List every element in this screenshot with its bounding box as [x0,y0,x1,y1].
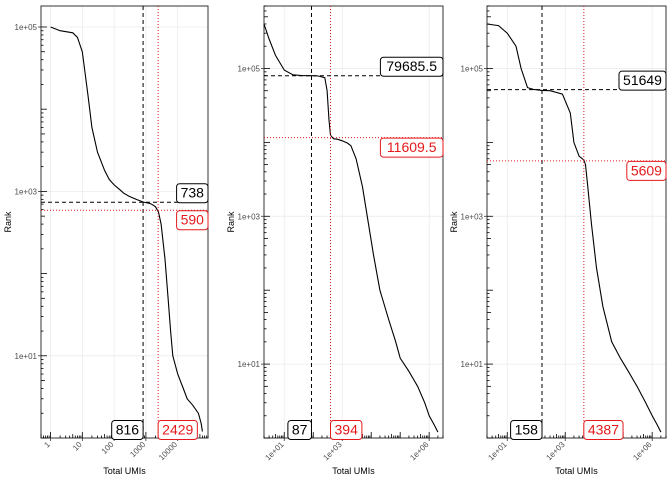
panel-3: 1e+01 1e+03 1e+06 1e+01 1e+03 1e+05 Total UMIs… [449,5,667,476]
panel-border [486,5,667,439]
y-threshold-black-label: 79685.5 [386,58,437,74]
y-threshold-black-label: 51649 [623,72,662,88]
rank-curve [50,26,203,432]
x-tick-label: 1e+06 [408,440,431,463]
x-tick-label: 10000 [157,440,179,462]
y-threshold-black-label: 738 [181,185,205,201]
x-tick-label: 1e+01 [486,440,509,463]
y-axis-title: Rank [3,211,13,233]
x-tick-label: 1e+03 [321,440,344,463]
y-axis-title: Rank [449,211,459,233]
y-tick-label: 1e+01 [238,360,261,369]
y-threshold-black-label-box [379,56,444,77]
y-threshold-red-label: 590 [181,212,205,228]
x-threshold-black-label: 158 [515,422,539,438]
y-threshold-red-label-box [626,160,667,181]
x-tick-label: 1e+06 [631,440,654,463]
y-threshold-red-label: 5609 [631,162,662,178]
y-tick-label: 1e+03 [461,212,484,221]
x-tick-label: 1e+01 [263,440,286,463]
x-threshold-black-label: 87 [292,422,308,438]
panel-2: 1e+01 1e+03 1e+06 1e+01 1e+03 1e+05 Total UMIs… [226,5,444,476]
x-threshold-red-label-box [157,420,198,440]
rank-curve [263,23,439,433]
x-tick-label: 1000 [128,440,147,459]
x-tick-label: 100 [100,440,116,456]
x-tick-label: 1e+03 [544,440,567,463]
y-tick-label: 1e+05 [461,64,484,73]
x-threshold-red-label: 2429 [162,422,193,438]
x-threshold-black-label: 816 [116,422,140,438]
x-tick-label: 1 [42,440,52,450]
y-threshold-black-label-box [618,70,667,91]
y-threshold-red-label-box [379,137,444,158]
y-threshold-red-label: 11609.5 [387,139,437,155]
panel-1: 1 10 100 1000 10000 1e+01 1e+03 1e+05 Total UMIs… [3,5,209,476]
x-axis-title: Total UMIs [332,466,375,476]
x-axis-title: Total UMIs [555,466,598,476]
x-threshold-red-label-box [583,420,624,440]
x-threshold-red-label: 394 [335,422,359,438]
x-threshold-red-label: 4387 [588,422,619,438]
x-threshold-black-label-box [287,420,312,440]
y-tick-label: 1e+05 [15,23,38,32]
y-tick-label: 1e+05 [238,64,261,73]
y-axis-title: Rank [226,211,236,233]
x-threshold-red-label-box [329,420,363,440]
x-tick-label: 10 [71,440,84,453]
y-tick-label: 1e+03 [238,212,261,221]
x-threshold-black-label-box [510,420,543,440]
y-threshold-black-label-box [176,183,209,204]
rank-curve [486,23,662,433]
y-tick-label: 1e+01 [461,360,484,369]
x-threshold-black-label-box [111,420,144,440]
x-axis-title: Total UMIs [103,466,146,476]
y-tick-label: 1e+01 [15,352,38,361]
y-tick-label: 1e+03 [15,187,38,196]
y-threshold-red-label-box [176,210,209,231]
